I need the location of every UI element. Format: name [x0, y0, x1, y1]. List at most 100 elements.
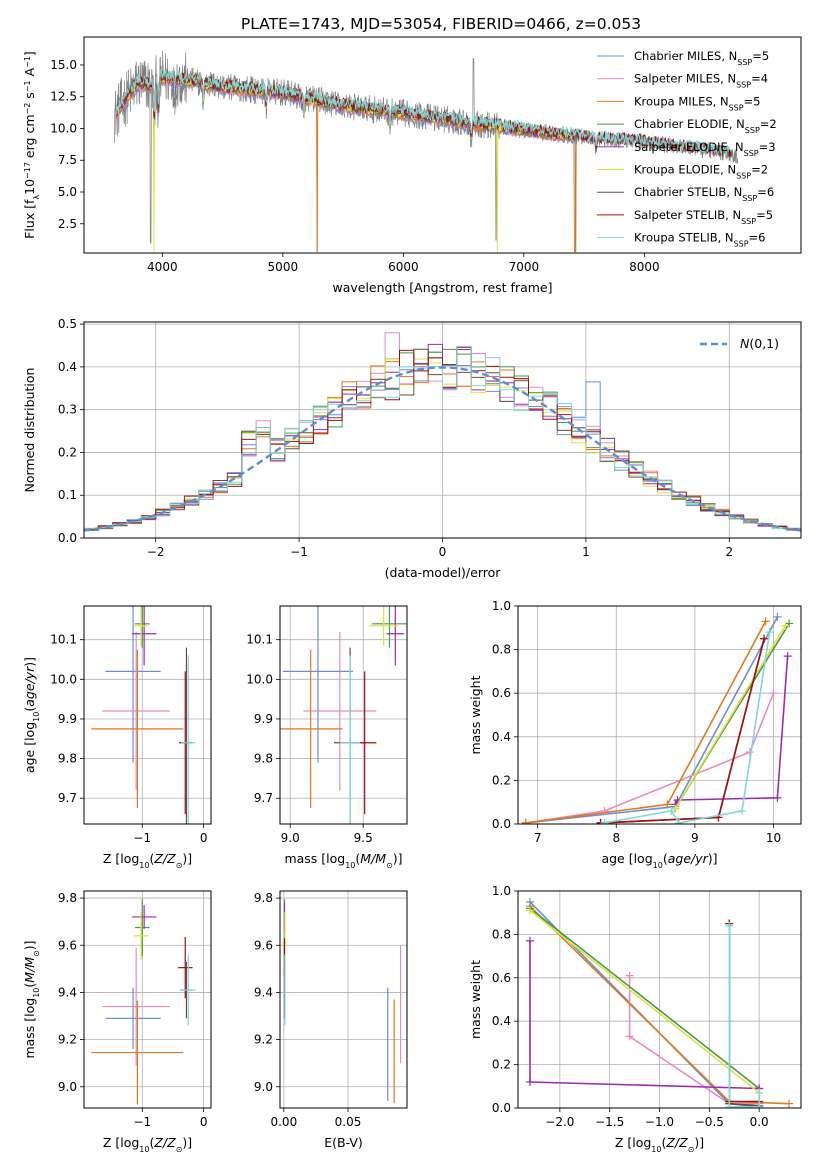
y-tick-label: 1.0: [492, 599, 511, 613]
y-tick-label: 9.8: [58, 752, 77, 766]
y-tick-label: 9.2: [254, 1033, 273, 1047]
weight-point: [783, 652, 792, 661]
x-tick-label: −1.0: [645, 1115, 674, 1129]
weight-series: [525, 692, 775, 824]
axes-frame: [83, 321, 802, 539]
y-tick-label: 9.9: [254, 712, 273, 726]
x-axis-label: Z [log10(Z/Z⊙)]: [615, 1135, 704, 1154]
x-axis-label: E(B-V): [324, 1135, 363, 1150]
legend-entry: Chabrier MILES, NSSP=5: [634, 49, 769, 67]
y-axis-label: mass weight: [468, 960, 483, 1039]
legend-entry: Kroupa ELODIE, NSSP=2: [634, 163, 768, 181]
legend-entry: Chabrier STELIB, NSSP=6: [634, 185, 774, 203]
panel-age-vs-mass: 9.0 9.5 9.7 9.8 9.9 10.0 10.1 mass [log10(M/M⊙)…: [246, 605, 408, 870]
y-tick-label: 9.4: [58, 985, 77, 999]
y-tick-label: 2.5: [58, 217, 77, 231]
weight-point: [525, 1077, 534, 1086]
x-axis-label: Z [log10(Z/Z⊙)]: [103, 1135, 192, 1154]
y-tick-label: 0.2: [58, 445, 77, 459]
y-tick-label: 15.0: [50, 58, 77, 72]
x-tick-label: −2: [147, 545, 165, 559]
weight-point: [675, 818, 684, 824]
y-tick-label: 0.6: [492, 971, 511, 985]
x-tick-label: −1: [290, 545, 308, 559]
x-tick-label: 0: [200, 1115, 208, 1129]
weight-point: [725, 1102, 734, 1108]
y-tick-label: 0.5: [58, 317, 77, 331]
x-tick-label: 2: [725, 545, 733, 559]
weight-point: [755, 1088, 764, 1097]
x-tick-label: −1: [133, 1115, 151, 1129]
weight-point: [755, 1102, 764, 1108]
x-tick-label: 0: [200, 831, 208, 845]
axes-frame: [83, 890, 212, 1109]
x-axis-label: age [log10(age/yr)]: [601, 851, 717, 870]
x-tick-label: 5000: [268, 260, 299, 274]
legend-entry: Salpeter STELIB, NSSP=5: [634, 208, 773, 226]
x-tick-label: 1: [582, 545, 590, 559]
x-tick-label: 0.00: [270, 1115, 297, 1129]
x-tick-label: −1: [133, 831, 151, 845]
legend-entry: Chabrier ELODIE, NSSP=2: [634, 117, 777, 135]
y-tick-label: 10.1: [246, 633, 273, 647]
weight-series: [674, 625, 786, 810]
weight-point: [725, 921, 734, 930]
panel-mass-vs-Z: −1 0 9.0 9.2 9.4 9.6 9.8 Z [log10(Z/Z⊙)] mass [l…: [22, 890, 212, 1154]
y-tick-label: 10.1: [50, 633, 77, 647]
y-tick-label: 0.2: [492, 1058, 511, 1072]
x-tick-label: 10: [766, 831, 781, 845]
weight-series: [529, 907, 760, 1090]
y-axis-label: Normed distribution: [22, 368, 37, 493]
weight-point: [773, 612, 782, 621]
weight-point: [600, 806, 609, 815]
axes-frame: [517, 605, 802, 825]
weight-series: [728, 925, 760, 1108]
axes-frame: [279, 890, 408, 1109]
weight-point: [521, 818, 530, 824]
residual-histogram: [84, 345, 801, 532]
y-tick-label: 10.0: [50, 121, 77, 135]
weight-point: [738, 806, 747, 815]
x-tick-label: −1.5: [595, 1115, 624, 1129]
weight-series: [529, 909, 760, 1094]
x-axis-label: (data-model)/error: [385, 565, 502, 580]
weight-point: [525, 936, 534, 945]
weight-point: [600, 818, 609, 824]
legend-entry: Salpeter ELODIE, NSSP=3: [634, 140, 776, 158]
y-tick-label: 5.0: [58, 185, 77, 199]
figure-title: PLATE=1743, MJD=53054, FIBERID=0466, z=0…: [241, 15, 641, 33]
x-tick-label: 6000: [388, 260, 419, 274]
x-tick-label: 0.0: [750, 1115, 769, 1129]
weight-point: [625, 971, 634, 980]
panel-spectrum: 4000 5000 6000 7000 8000 2.5 5.0 7.5 10.0 12.5 15.…: [22, 36, 802, 295]
weight-point: [761, 617, 770, 626]
x-axis-label: Z [log10(Z/Z⊙)]: [103, 851, 192, 870]
y-tick-label: 0.3: [58, 403, 77, 417]
weight-point: [769, 689, 778, 698]
y-tick-label: 9.0: [254, 1080, 273, 1094]
y-tick-label: 0.4: [492, 730, 511, 744]
y-tick-label: 9.6: [58, 938, 77, 952]
weight-point: [663, 800, 672, 809]
legend-entry: Salpeter MILES, NSSP=4: [634, 72, 768, 90]
weight-series: [674, 656, 789, 805]
x-tick-label: 9.5: [354, 831, 373, 845]
y-axis-label: mass weight: [468, 675, 483, 754]
model-spectrum: [116, 68, 732, 158]
x-axis-label: mass [log10(M/M⊙)]: [284, 851, 402, 870]
legend-entry: Kroupa MILES, NSSP=5: [634, 94, 760, 112]
y-axis-label: mass [log10(M/M⊙)]: [22, 940, 41, 1058]
weight-point: [773, 793, 782, 802]
weight-point: [625, 1032, 634, 1041]
x-tick-label: 9: [691, 831, 699, 845]
y-tick-label: 9.7: [254, 791, 273, 805]
axes-frame: [83, 36, 802, 254]
y-tick-label: 0.6: [492, 686, 511, 700]
axes-frame: [517, 890, 802, 1109]
y-tick-label: 9.7: [58, 791, 77, 805]
x-tick-label: −0.5: [695, 1115, 724, 1129]
y-tick-label: 0.2: [492, 773, 511, 787]
panel-residuals: −2 −1 0 1 2 0.0 0.1 0.2 0.3 0.4 0.5 (data-model)/er…: [22, 317, 802, 580]
weight-point: [667, 806, 676, 815]
